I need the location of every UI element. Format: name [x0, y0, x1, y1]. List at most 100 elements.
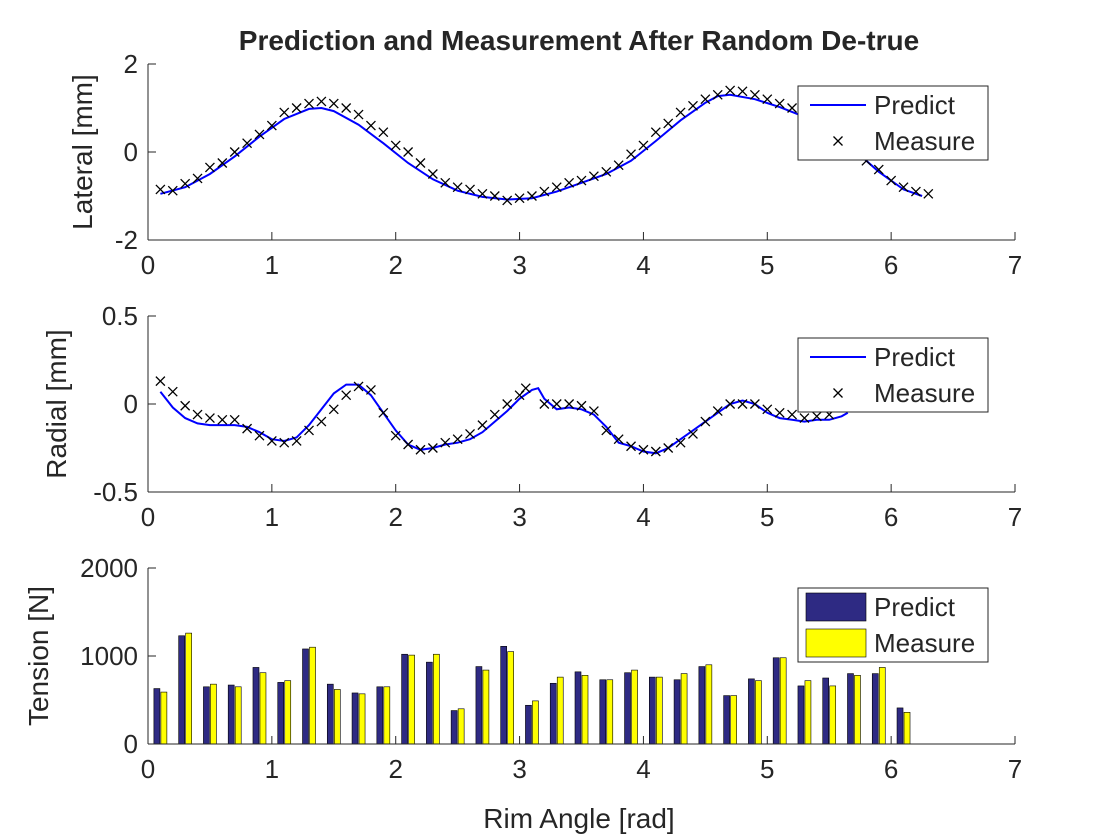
measure-marker [613, 434, 624, 445]
x-tick-label: 0 [141, 754, 155, 784]
bar-measure [408, 654, 415, 745]
bar-measure [656, 676, 663, 745]
bar-predict [624, 672, 631, 745]
measure-marker [180, 178, 191, 189]
measure-marker [526, 191, 537, 201]
x-tick-label: 0 [141, 250, 155, 280]
measure-marker [539, 186, 550, 197]
measure-marker [452, 182, 463, 193]
measure-marker [898, 182, 909, 193]
figure-title: Prediction and Measurement After Random … [239, 25, 919, 56]
bar-measure [433, 653, 440, 745]
measure-marker [180, 400, 191, 411]
bar-predict [351, 692, 359, 745]
bar-predict [797, 685, 805, 745]
measure-marker [328, 98, 339, 109]
y-tick-label: 0 [124, 729, 138, 759]
measure-marker [390, 140, 401, 151]
x-tick-label: 1 [265, 502, 279, 532]
measure-marker [378, 407, 389, 418]
x-tick-label: 5 [760, 502, 774, 532]
legend-box [797, 337, 989, 413]
measure-marker [626, 149, 637, 160]
bar-measure [234, 686, 242, 745]
bar-measure [854, 675, 861, 745]
bar-predict [277, 682, 285, 745]
x-tick-label: 2 [388, 502, 402, 532]
measure-marker [279, 437, 290, 448]
measure-marker [390, 430, 401, 441]
measure-marker [688, 428, 698, 439]
measure-marker [465, 428, 475, 439]
measure-marker [520, 383, 531, 394]
x-tick-label: 2 [388, 250, 402, 280]
bar-predict [673, 679, 681, 745]
measure-marker [700, 416, 711, 427]
measure-marker [155, 184, 166, 195]
bar-predict [326, 683, 334, 745]
legend-measure-label: Measure [874, 628, 975, 658]
measure-marker [291, 436, 302, 446]
measure-marker [217, 414, 228, 425]
x-tick-label: 6 [884, 754, 898, 784]
measure-marker [204, 162, 215, 173]
measure-marker [217, 158, 228, 168]
measure-marker [514, 193, 525, 204]
x-tick-label: 3 [512, 754, 526, 784]
bar-predict [178, 635, 185, 745]
measure-marker [588, 406, 599, 416]
bar-predict [748, 678, 755, 745]
measure-marker [663, 118, 674, 129]
bar-measure [210, 683, 217, 745]
bar-measure [383, 686, 391, 745]
measure-marker [712, 406, 723, 416]
measure-marker [427, 169, 438, 179]
x-tick-label: 3 [512, 250, 526, 280]
measure-marker [167, 386, 178, 397]
measure-marker [787, 103, 798, 113]
measure-marker [749, 89, 760, 100]
measure-marker [601, 425, 612, 436]
measure-marker [551, 182, 562, 193]
measure-marker [440, 177, 451, 188]
bar-predict [302, 648, 309, 745]
bar-measure [358, 693, 366, 745]
y-tick-label: -0.5 [93, 477, 138, 507]
measure-marker [650, 127, 661, 138]
bar-measure [606, 679, 614, 745]
measure-marker [291, 103, 302, 113]
measure-marker [242, 138, 253, 149]
measure-marker [737, 399, 748, 409]
bar-predict [376, 686, 384, 745]
bar-predict [450, 710, 458, 745]
measure-marker [923, 188, 934, 199]
legend-predict-swatch [805, 592, 867, 622]
tension-axes: 0 1 2 3 4 5 6 7 0 1000 2000 Tension [N] Predict Measu… [23, 553, 1022, 784]
bar-measure [581, 675, 589, 745]
legend-measure-swatch [833, 388, 843, 398]
measure-marker [155, 376, 166, 387]
bar-predict [599, 679, 607, 745]
bar-measure [532, 700, 539, 745]
measure-marker [477, 420, 488, 431]
measure-marker [452, 434, 463, 445]
measure-marker [787, 409, 798, 420]
measure-marker [873, 164, 884, 175]
measure-marker [304, 425, 314, 436]
x-tick-label: 6 [884, 502, 898, 532]
measure-marker [353, 381, 364, 392]
measure-marker [564, 177, 575, 188]
measure-marker [365, 384, 376, 395]
x-tick-label: 7 [1008, 502, 1022, 532]
measure-marker [489, 409, 500, 420]
measure-marker [650, 446, 661, 457]
measure-marker [229, 414, 240, 425]
bar-predict [549, 682, 557, 745]
bar-measure [160, 691, 168, 745]
bar-measure [185, 632, 192, 745]
measure-marker [601, 166, 612, 177]
y-axis-label: Lateral [mm] [67, 74, 98, 230]
measure-marker [675, 107, 686, 118]
measure-marker [316, 416, 327, 427]
